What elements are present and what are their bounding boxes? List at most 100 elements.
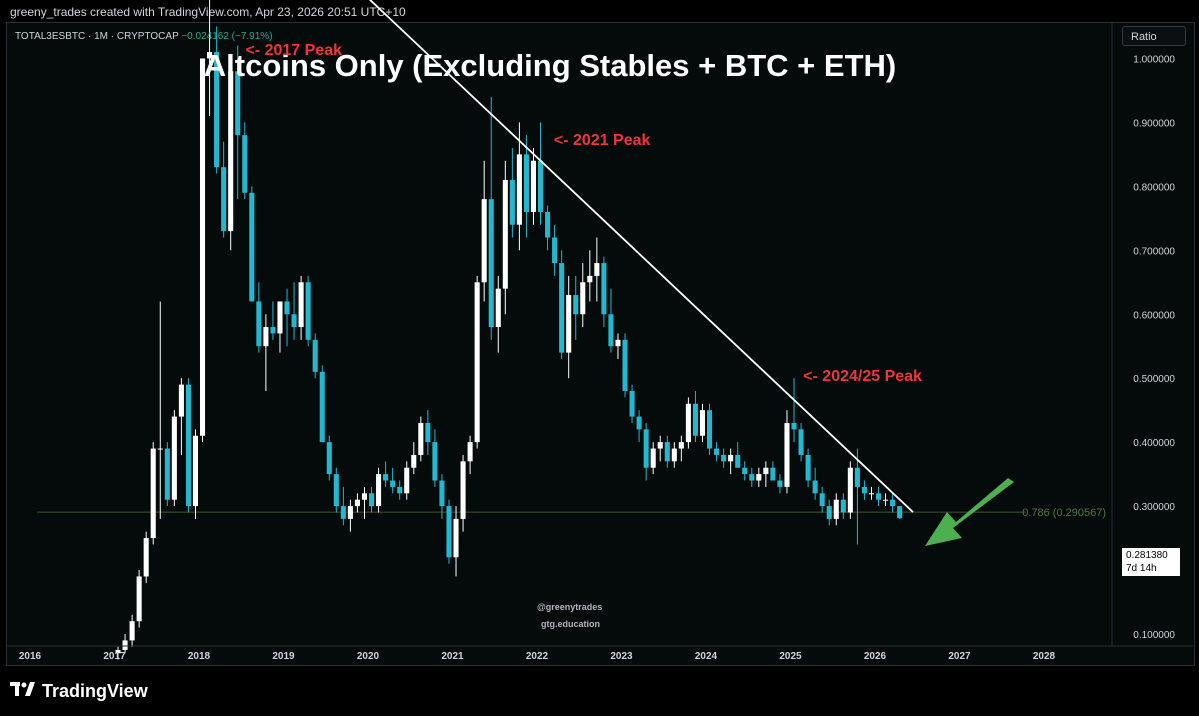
candle bbox=[706, 403, 713, 455]
candle bbox=[383, 461, 389, 487]
candle bbox=[608, 288, 614, 353]
candle bbox=[721, 448, 727, 468]
levels-layer: 0 (1.343984)0.786 (0.290567) bbox=[37, 507, 1106, 519]
candle bbox=[157, 301, 163, 519]
candle bbox=[129, 614, 135, 647]
candle bbox=[354, 493, 360, 513]
tradingview-logo-text: TradingView bbox=[42, 681, 148, 701]
candle bbox=[868, 486, 875, 500]
chart-title: Altcoins Only (Excluding Stables + BTC +… bbox=[203, 48, 897, 83]
y-tick-label: 0.700000 bbox=[1133, 246, 1175, 257]
candle bbox=[397, 480, 403, 500]
ratio-button[interactable]: Ratio bbox=[1122, 26, 1186, 46]
chart-credit: greeny_trades created with TradingView.c… bbox=[10, 5, 406, 19]
candle bbox=[833, 493, 839, 526]
candle bbox=[446, 499, 452, 564]
candle bbox=[199, 58, 206, 443]
axis-layer: 2016 2017 2018 2019 2020 2021 2022 2023 2024 2025… bbox=[6, 0, 1193, 662]
candle bbox=[580, 263, 586, 328]
candle bbox=[298, 275, 304, 340]
descending-trendline bbox=[368, 0, 914, 513]
candle bbox=[861, 480, 867, 500]
candle bbox=[601, 256, 607, 328]
candle bbox=[545, 205, 551, 251]
y-tick-label: 0.300000 bbox=[1133, 502, 1175, 513]
candle bbox=[453, 506, 459, 577]
candle bbox=[742, 461, 748, 481]
trend-layer bbox=[368, 0, 914, 513]
candle bbox=[368, 486, 375, 513]
candle bbox=[615, 333, 621, 360]
candle bbox=[122, 634, 128, 654]
green-arrow-icon bbox=[925, 478, 1014, 546]
x-tick-label: 2019 bbox=[272, 651, 295, 662]
candle bbox=[235, 45, 241, 200]
fib-level-label: 0.786 (0.290567) bbox=[1022, 507, 1106, 519]
candle bbox=[537, 122, 544, 225]
candle bbox=[552, 224, 558, 276]
candle bbox=[291, 282, 297, 340]
y-tick-label: 0.800000 bbox=[1133, 182, 1175, 193]
candle bbox=[819, 486, 825, 513]
current-price-tag: 0.281380 7d 14h bbox=[1122, 548, 1180, 576]
x-tick-label: 2020 bbox=[357, 651, 380, 662]
candle bbox=[143, 531, 149, 583]
candle bbox=[207, 0, 213, 117]
x-tick-label: 2016 bbox=[19, 651, 42, 662]
candle bbox=[263, 314, 269, 391]
candle bbox=[629, 384, 635, 423]
candle bbox=[622, 333, 628, 398]
x-tick-label: 2028 bbox=[1033, 651, 1056, 662]
y-tick-label: 1.000000 bbox=[1133, 54, 1175, 65]
candle bbox=[812, 467, 818, 500]
candle bbox=[657, 435, 663, 462]
candle bbox=[770, 461, 776, 481]
candle bbox=[714, 442, 720, 462]
current-price: 0.281380 bbox=[1126, 550, 1168, 561]
candle bbox=[728, 448, 734, 475]
candle bbox=[432, 429, 438, 487]
candle bbox=[467, 435, 473, 475]
candle bbox=[671, 442, 677, 468]
candle bbox=[777, 474, 783, 494]
tradingview-logo[interactable]: TradingView bbox=[10, 681, 148, 702]
candle bbox=[699, 403, 706, 443]
candle bbox=[756, 467, 762, 487]
candle bbox=[361, 486, 368, 519]
y-tick-label: 0.900000 bbox=[1133, 118, 1175, 129]
candle bbox=[164, 442, 170, 507]
y-tick-label: 0.400000 bbox=[1133, 438, 1175, 449]
x-tick-label: 2018 bbox=[188, 651, 211, 662]
x-tick-label: 2027 bbox=[948, 651, 971, 662]
candle bbox=[678, 435, 684, 462]
x-tick-label: 2023 bbox=[610, 651, 633, 662]
candle bbox=[826, 499, 832, 526]
chart-watermark: gtg.education bbox=[541, 619, 600, 629]
candle bbox=[256, 282, 262, 353]
candle bbox=[319, 365, 325, 443]
candle bbox=[650, 442, 656, 475]
candle bbox=[890, 493, 896, 513]
candle bbox=[404, 461, 410, 500]
x-tick-label: 2026 bbox=[864, 651, 887, 662]
candle bbox=[390, 467, 396, 494]
candle bbox=[883, 493, 889, 507]
candle bbox=[854, 448, 860, 545]
candle bbox=[228, 58, 234, 251]
candle bbox=[875, 486, 882, 507]
candle bbox=[847, 461, 853, 519]
candle bbox=[488, 96, 494, 340]
symbol-name: TOTAL3ESBTC · 1M · CRYPTOCAP bbox=[15, 31, 179, 42]
candle bbox=[509, 147, 515, 238]
candle bbox=[692, 390, 698, 443]
y-tick-label: 1.100000 bbox=[1133, 0, 1175, 2]
candle bbox=[784, 410, 790, 494]
candle bbox=[178, 378, 184, 455]
candle bbox=[643, 422, 649, 481]
candle bbox=[312, 333, 318, 379]
candle bbox=[185, 378, 191, 513]
candle-countdown: 7d 14h bbox=[1126, 563, 1157, 574]
x-tick-label: 2017 bbox=[103, 651, 126, 662]
candle bbox=[735, 442, 741, 468]
